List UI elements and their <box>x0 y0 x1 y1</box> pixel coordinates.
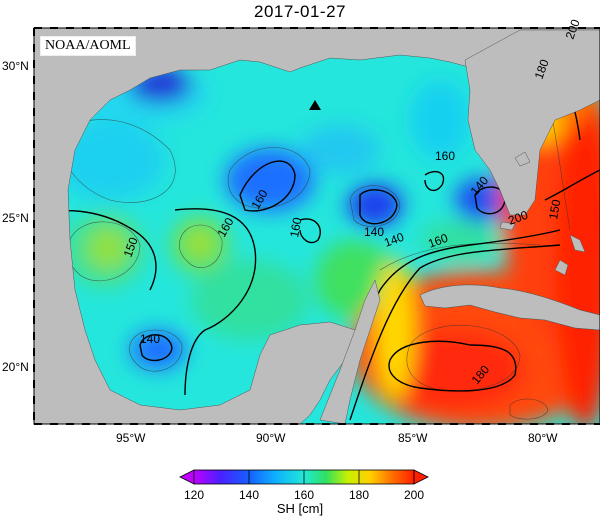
contour-label: 150 <box>546 198 563 220</box>
lat-tick: 20°N <box>2 360 29 374</box>
colorbar: 120 140 160 180 200 <box>179 469 429 502</box>
colorbar-title: SH [cm] <box>276 501 324 516</box>
contour-label: 140 <box>140 332 160 346</box>
colorbar-tick: 160 <box>294 488 314 502</box>
axis-labels: 95°W 90°W 85°W 80°W 30°N 25°N 20°N <box>2 59 558 445</box>
colorbar-high-arrow <box>413 469 429 485</box>
colorbar-tick: 180 <box>349 488 369 502</box>
contour-label: 160 <box>435 149 455 163</box>
contour-label: 200 <box>563 17 583 41</box>
contour-label: 160 <box>287 216 304 238</box>
lon-tick: 85°W <box>398 431 428 445</box>
lat-tick: 30°N <box>2 59 29 73</box>
lon-tick: 80°W <box>528 431 558 445</box>
credit-label: NOAA/AOML <box>40 36 136 56</box>
colorbar-low-arrow <box>179 469 195 485</box>
colorbar-tick: 200 <box>404 488 424 502</box>
lon-tick: 95°W <box>116 431 146 445</box>
contour-label: 200 <box>506 208 530 228</box>
frame-ticks <box>33 27 600 425</box>
contour-label: 140 <box>382 230 406 250</box>
lon-tick: 90°W <box>256 431 286 445</box>
lat-tick: 25°N <box>2 211 29 225</box>
colorbar-tick: 120 <box>184 488 204 502</box>
map-title: 2017-01-27 <box>254 2 346 21</box>
contour-label: 140 <box>364 225 384 239</box>
colorbar-tick: 140 <box>239 488 259 502</box>
contour-label: 150 <box>121 235 141 259</box>
triangle-marker <box>309 100 321 110</box>
contour-label: 180 <box>532 57 552 81</box>
contour-label: 160 <box>426 231 450 251</box>
